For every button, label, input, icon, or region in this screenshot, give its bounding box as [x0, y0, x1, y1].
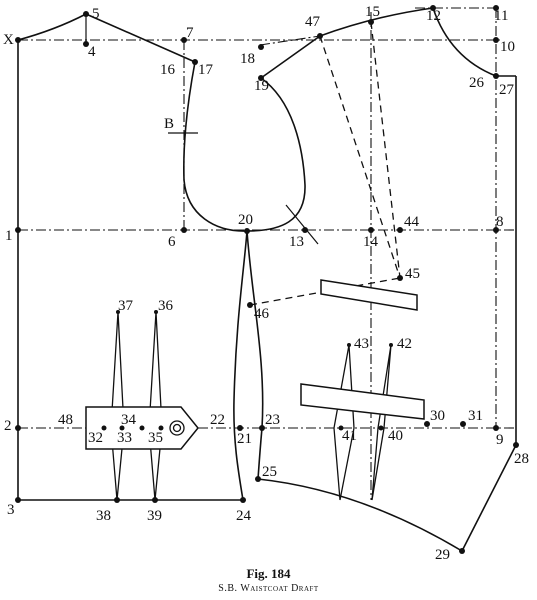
- back-dart-left: [110, 311, 125, 501]
- label-34: 34: [121, 412, 137, 428]
- label-38: 38: [96, 508, 111, 524]
- label-3: 3: [7, 502, 15, 518]
- back-outline: [17, 13, 248, 501]
- front-dart-right: [371, 344, 392, 501]
- back-darts: [110, 311, 163, 501]
- label-43: 43: [354, 336, 369, 352]
- label-1: 1: [5, 228, 13, 244]
- label-22: 22: [210, 412, 225, 428]
- label-16: 16: [160, 62, 176, 78]
- label-42: 42: [397, 336, 412, 352]
- back-shoulder-line: [85, 13, 196, 63]
- pocket-guide-line-b: [370, 21, 401, 279]
- label-39: 39: [147, 508, 162, 524]
- label-x: X: [3, 32, 14, 48]
- label-21: 21: [237, 431, 252, 447]
- label-33: 33: [117, 430, 132, 446]
- label-6: 6: [168, 234, 176, 250]
- label-17: 17: [198, 62, 214, 78]
- front-point-line: [461, 444, 517, 552]
- label-9: 9: [496, 432, 504, 448]
- label-2: 2: [4, 418, 12, 434]
- shoulder-guide-line: [259, 35, 321, 46]
- back-dart-right: [148, 311, 163, 501]
- front-neck-curve: [432, 7, 497, 77]
- label-11: 11: [494, 8, 508, 24]
- strap-buckle-icon: [169, 420, 185, 436]
- back-neck-curve: [17, 13, 87, 41]
- label-32: 32: [88, 430, 103, 446]
- label-28: 28: [514, 451, 529, 467]
- label-15: 15: [365, 4, 380, 20]
- label-40: 40: [388, 428, 403, 444]
- label-47: 47: [305, 14, 321, 30]
- label-4: 4: [88, 44, 96, 60]
- front-dart-left: [333, 344, 355, 501]
- label-27: 27: [499, 82, 515, 98]
- figure-number: Fig. 184: [246, 566, 291, 581]
- label-31: 31: [468, 408, 483, 424]
- label-7: 7: [186, 25, 194, 41]
- label-46: 46: [254, 306, 270, 322]
- label-45: 45: [405, 266, 420, 282]
- label-24: 24: [236, 508, 252, 524]
- label-35: 35: [148, 430, 163, 446]
- figure-title: S.B. Waistcoat Draft: [218, 583, 319, 594]
- label-5: 5: [92, 6, 100, 22]
- label-19: 19: [254, 78, 269, 94]
- front-hem-curve: [257, 478, 463, 552]
- label-30: 30: [430, 408, 445, 424]
- front-armhole-curve: [246, 77, 306, 232]
- front-darts: [333, 344, 392, 501]
- draft-points: [15, 5, 519, 554]
- label-14: 14: [363, 234, 379, 250]
- front-side-seam: [246, 230, 264, 480]
- label-13: 13: [289, 234, 304, 250]
- label-12: 12: [426, 8, 441, 24]
- front-shoulder-lower: [260, 35, 321, 79]
- draft-svg: X 1 2 3 4 5 6 7 8 9 10 11 12 13 14 15 16…: [3, 4, 529, 563]
- label-26: 26: [469, 75, 485, 91]
- label-10: 10: [500, 39, 515, 55]
- forepart-outline: [246, 7, 517, 552]
- armhole-tick: [285, 204, 319, 245]
- pocket-guide-line-a: [319, 35, 401, 279]
- front-shoulder-line: [319, 7, 434, 37]
- breast-pocket: [320, 279, 418, 311]
- label-b: B: [164, 116, 174, 132]
- label-37: 37: [118, 298, 134, 314]
- label-23: 23: [265, 412, 280, 428]
- back-armhole-curve: [183, 61, 248, 232]
- label-41: 41: [342, 428, 357, 444]
- label-8: 8: [496, 214, 504, 230]
- label-48: 48: [58, 412, 73, 428]
- waistcoat-draft-diagram: X 1 2 3 4 5 6 7 8 9 10 11 12 13 14 15 16…: [3, 4, 529, 563]
- lower-pocket: [300, 383, 425, 420]
- dashed-guide-lines: [249, 21, 401, 306]
- back-side-seam: [233, 230, 248, 501]
- label-29: 29: [435, 547, 450, 560]
- label-18: 18: [240, 51, 255, 67]
- label-25: 25: [262, 464, 277, 480]
- label-20: 20: [238, 212, 253, 228]
- label-36: 36: [158, 298, 174, 314]
- label-44: 44: [404, 214, 420, 230]
